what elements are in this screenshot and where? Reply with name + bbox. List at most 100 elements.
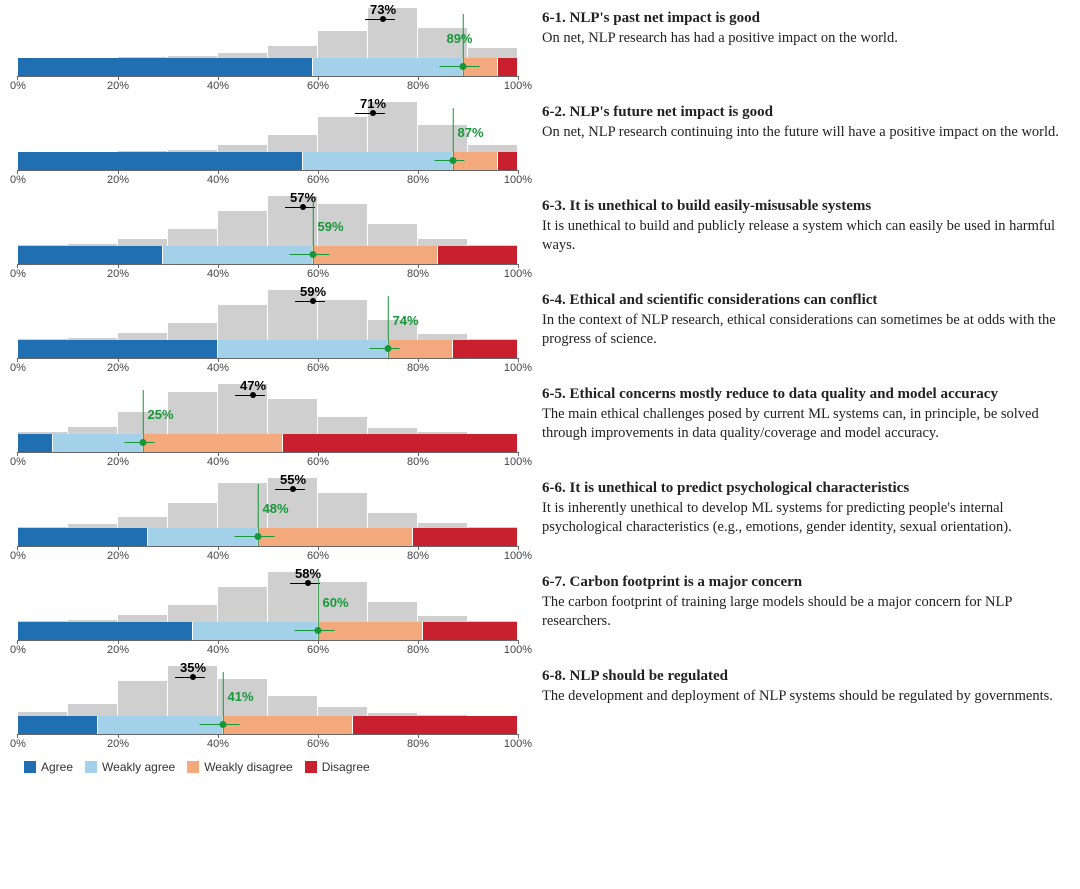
item-title: 6-2. NLP's future net impact is good [542,104,1064,121]
hist-bin [268,399,318,434]
stacked-opinion-chart: 48%55%0%20%40%60%80%100% [18,478,518,564]
hist-bin [218,145,268,153]
tick-label: 20% [107,550,129,562]
segment-weakly-agree [193,622,318,640]
actual-marker: 25% [140,439,147,446]
actual-marker: 48% [255,533,262,540]
predicted-marker: 57% [300,204,306,210]
survey-row: 89%73%0%20%40%60%80%100%6-1. NLP's past … [8,8,1064,94]
tick-label: 60% [307,456,329,468]
hist-bin [218,483,268,528]
hist-bin [218,587,268,622]
tick-label: 40% [207,174,229,186]
tick: 20% [107,76,129,92]
tick-label: 80% [407,738,429,750]
hist-bin [118,517,168,528]
segment-disagree [438,246,518,264]
item-description: On net, NLP research has had a positive … [542,29,1064,48]
predicted-marker: 71% [370,110,376,116]
predicted-label: 47% [240,378,266,393]
tick-label: 0% [10,550,26,562]
stacked-bar [18,152,518,170]
tick: 60% [307,640,329,656]
tick-label: 40% [207,80,229,92]
segment-agree [18,340,218,358]
x-ticks: 0%20%40%60%80%100% [18,734,518,752]
legend-label: Agree [41,760,73,774]
tick: 100% [504,734,532,750]
predicted-marker: 47% [250,392,256,398]
tick-label: 80% [407,268,429,280]
predicted-marker: 35% [190,674,196,680]
stacked-opinion-chart: 59%57%0%20%40%60%80%100% [18,196,518,282]
segment-agree [18,622,193,640]
legend-swatch [305,761,317,773]
chart-column: 48%55%0%20%40%60%80%100% [8,478,528,564]
item-title: 6-4. Ethical and scientific consideratio… [542,292,1064,309]
stacked-opinion-chart: 89%73%0%20%40%60%80%100% [18,8,518,94]
tick-label: 100% [504,456,532,468]
predicted-label: 73% [370,2,396,17]
segment-agree [18,528,148,546]
predicted-marker: 73% [380,16,386,22]
tick-label: 100% [504,644,532,656]
legend-label: Weakly disagree [204,760,293,774]
plot-area: 41% 35% [18,666,518,734]
predicted-label: 71% [360,96,386,111]
item-description: It is inherently unethical to develop ML… [542,499,1064,536]
tick-label: 60% [307,738,329,750]
hist-bin [168,323,218,341]
x-ticks: 0%20%40%60%80%100% [18,264,518,282]
item-description: In the context of NLP research, ethical … [542,311,1064,348]
tick: 40% [207,264,229,280]
tick-label: 20% [107,174,129,186]
segment-agree [18,246,163,264]
actual-label: 41% [228,689,254,704]
tick: 40% [207,358,229,374]
text-column: 6-2. NLP's future net impact is good On n… [528,102,1064,142]
segment-disagree [423,622,518,640]
stacked-bar [18,622,518,640]
stacked-bar [18,528,518,546]
segment-weakly-agree [98,716,223,734]
tick-label: 60% [307,268,329,280]
survey-row: 87%71%0%20%40%60%80%100%6-2. NLP's futur… [8,102,1064,188]
item-description: On net, NLP research continuing into the… [542,123,1064,142]
survey-row: 25%47%0%20%40%60%80%100%6-5. Ethical con… [8,384,1064,470]
tick: 0% [10,546,26,562]
tick-label: 80% [407,80,429,92]
actual-label: 59% [318,219,344,234]
plot-area: 25% 47% [18,384,518,452]
tick-label: 20% [107,456,129,468]
segment-agree [18,152,303,170]
actual-label: 87% [458,125,484,140]
tick: 20% [107,170,129,186]
tick-label: 0% [10,738,26,750]
tick: 60% [307,358,329,374]
tick: 0% [10,734,26,750]
tick-label: 40% [207,268,229,280]
tick: 40% [207,734,229,750]
tick-label: 60% [307,550,329,562]
tick-label: 80% [407,644,429,656]
tick: 80% [407,734,429,750]
segment-weakly-agree [148,528,258,546]
tick: 100% [504,546,532,562]
legend: AgreeWeakly agreeWeakly disagreeDisagree [24,760,1064,774]
hist-bin [168,503,218,528]
tick: 0% [10,264,26,280]
predicted-label: 55% [280,472,306,487]
segment-disagree [498,152,518,170]
stacked-bar [18,340,518,358]
item-description: The carbon footprint of training large m… [542,593,1064,630]
segment-weakly-disagree [453,152,498,170]
survey-chart-grid: 89%73%0%20%40%60%80%100%6-1. NLP's past … [0,0,1080,782]
segment-disagree [498,58,518,76]
tick-label: 60% [307,80,329,92]
predicted-label: 59% [300,284,326,299]
text-column: 6-4. Ethical and scientific consideratio… [528,290,1064,348]
legend-item: Disagree [305,760,370,774]
tick-label: 0% [10,644,26,656]
tick: 80% [407,264,429,280]
tick-label: 0% [10,80,26,92]
